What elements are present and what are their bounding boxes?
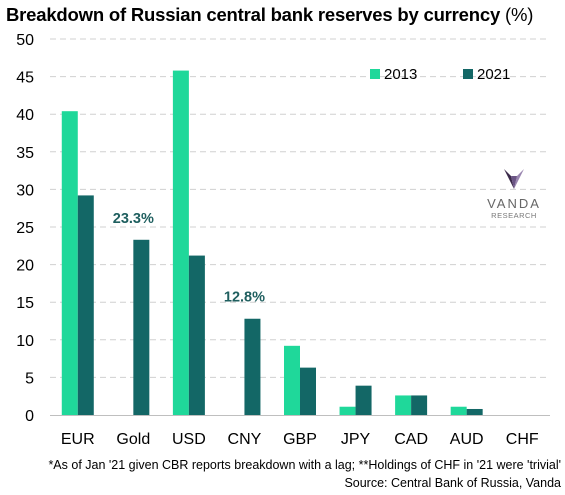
bar-cny-2021	[244, 318, 261, 415]
y-tick-label-35: 35	[16, 145, 34, 162]
y-tick-label-40: 40	[16, 107, 34, 124]
legend: 2013 2021	[370, 66, 510, 83]
bar-aud-2021	[466, 408, 483, 415]
bar-jpy-2021	[355, 385, 372, 415]
bar-usd-2013	[172, 70, 189, 416]
x-tick-label-eur: EUR	[61, 431, 95, 448]
y-tick-label-5: 5	[25, 370, 34, 387]
bar-cad-2013	[395, 395, 412, 415]
bar-gold-2021	[133, 239, 150, 415]
chart-title-unit: (%)	[505, 4, 534, 25]
x-tick-label-aud: AUD	[450, 431, 484, 448]
bar-jpy-2013	[339, 406, 356, 415]
y-tick-label-25: 25	[16, 220, 34, 237]
y-tick-label-30: 30	[16, 182, 34, 199]
y-tick-label-20: 20	[16, 258, 34, 275]
y-tick-label-10: 10	[16, 333, 34, 350]
y-tick-label-0: 0	[25, 408, 34, 425]
bar-aud-2013	[450, 406, 467, 415]
x-tick-label-cny: CNY	[228, 431, 262, 448]
bar-eur-2013	[61, 111, 78, 415]
bar-usd-2021	[188, 255, 205, 415]
footnote-lag: *As of Jan '21 given CBR reports breakdo…	[48, 458, 561, 472]
bars	[61, 70, 483, 416]
bar-gbp-2013	[284, 345, 300, 415]
y-tick-label-50: 50	[16, 32, 34, 49]
legend-label-2021: 2021	[477, 66, 510, 83]
data-label-gold: 23.3%	[113, 211, 154, 227]
vanda-logo: VANDA RESEARCH	[483, 168, 545, 220]
bar-cad-2021	[411, 395, 428, 415]
x-tick-label-usd: USD	[172, 431, 206, 448]
chart-title-text: Breakdown of Russian central bank reserv…	[6, 4, 501, 25]
x-tick-label-chf: CHF	[506, 431, 539, 448]
data-label-cny: 12.8%	[224, 290, 265, 306]
x-tick-label-gbp: GBP	[283, 431, 317, 448]
bar-gbp-2021	[300, 367, 316, 415]
x-tick-label-cad: CAD	[394, 431, 428, 448]
x-tick-label-gold: Gold	[116, 431, 150, 448]
x-axis-ticks: EUR Gold USD CNY GBP JPY CAD AUD CHF	[61, 431, 539, 448]
y-tick-label-45: 45	[16, 70, 34, 87]
logo-name: VANDA	[487, 196, 541, 211]
bar-eur-2021	[77, 195, 94, 415]
y-axis-ticks: 0 5 10 15 20 25 30 35 40 45 50	[16, 32, 34, 425]
legend-swatch-2013	[370, 69, 380, 79]
vanda-logo-icon	[504, 169, 524, 189]
footnote-source: Source: Central Bank of Russia, Vanda	[344, 476, 561, 490]
gridlines	[50, 38, 550, 378]
logo-sub: RESEARCH	[491, 211, 537, 220]
data-labels: 23.3% 12.8%	[113, 211, 265, 306]
legend-label-2013: 2013	[384, 66, 417, 83]
x-tick-label-jpy: JPY	[341, 431, 371, 448]
legend-swatch-2021	[463, 69, 473, 79]
chart-title: Breakdown of Russian central bank reserv…	[6, 4, 533, 26]
y-tick-label-15: 15	[16, 295, 34, 312]
